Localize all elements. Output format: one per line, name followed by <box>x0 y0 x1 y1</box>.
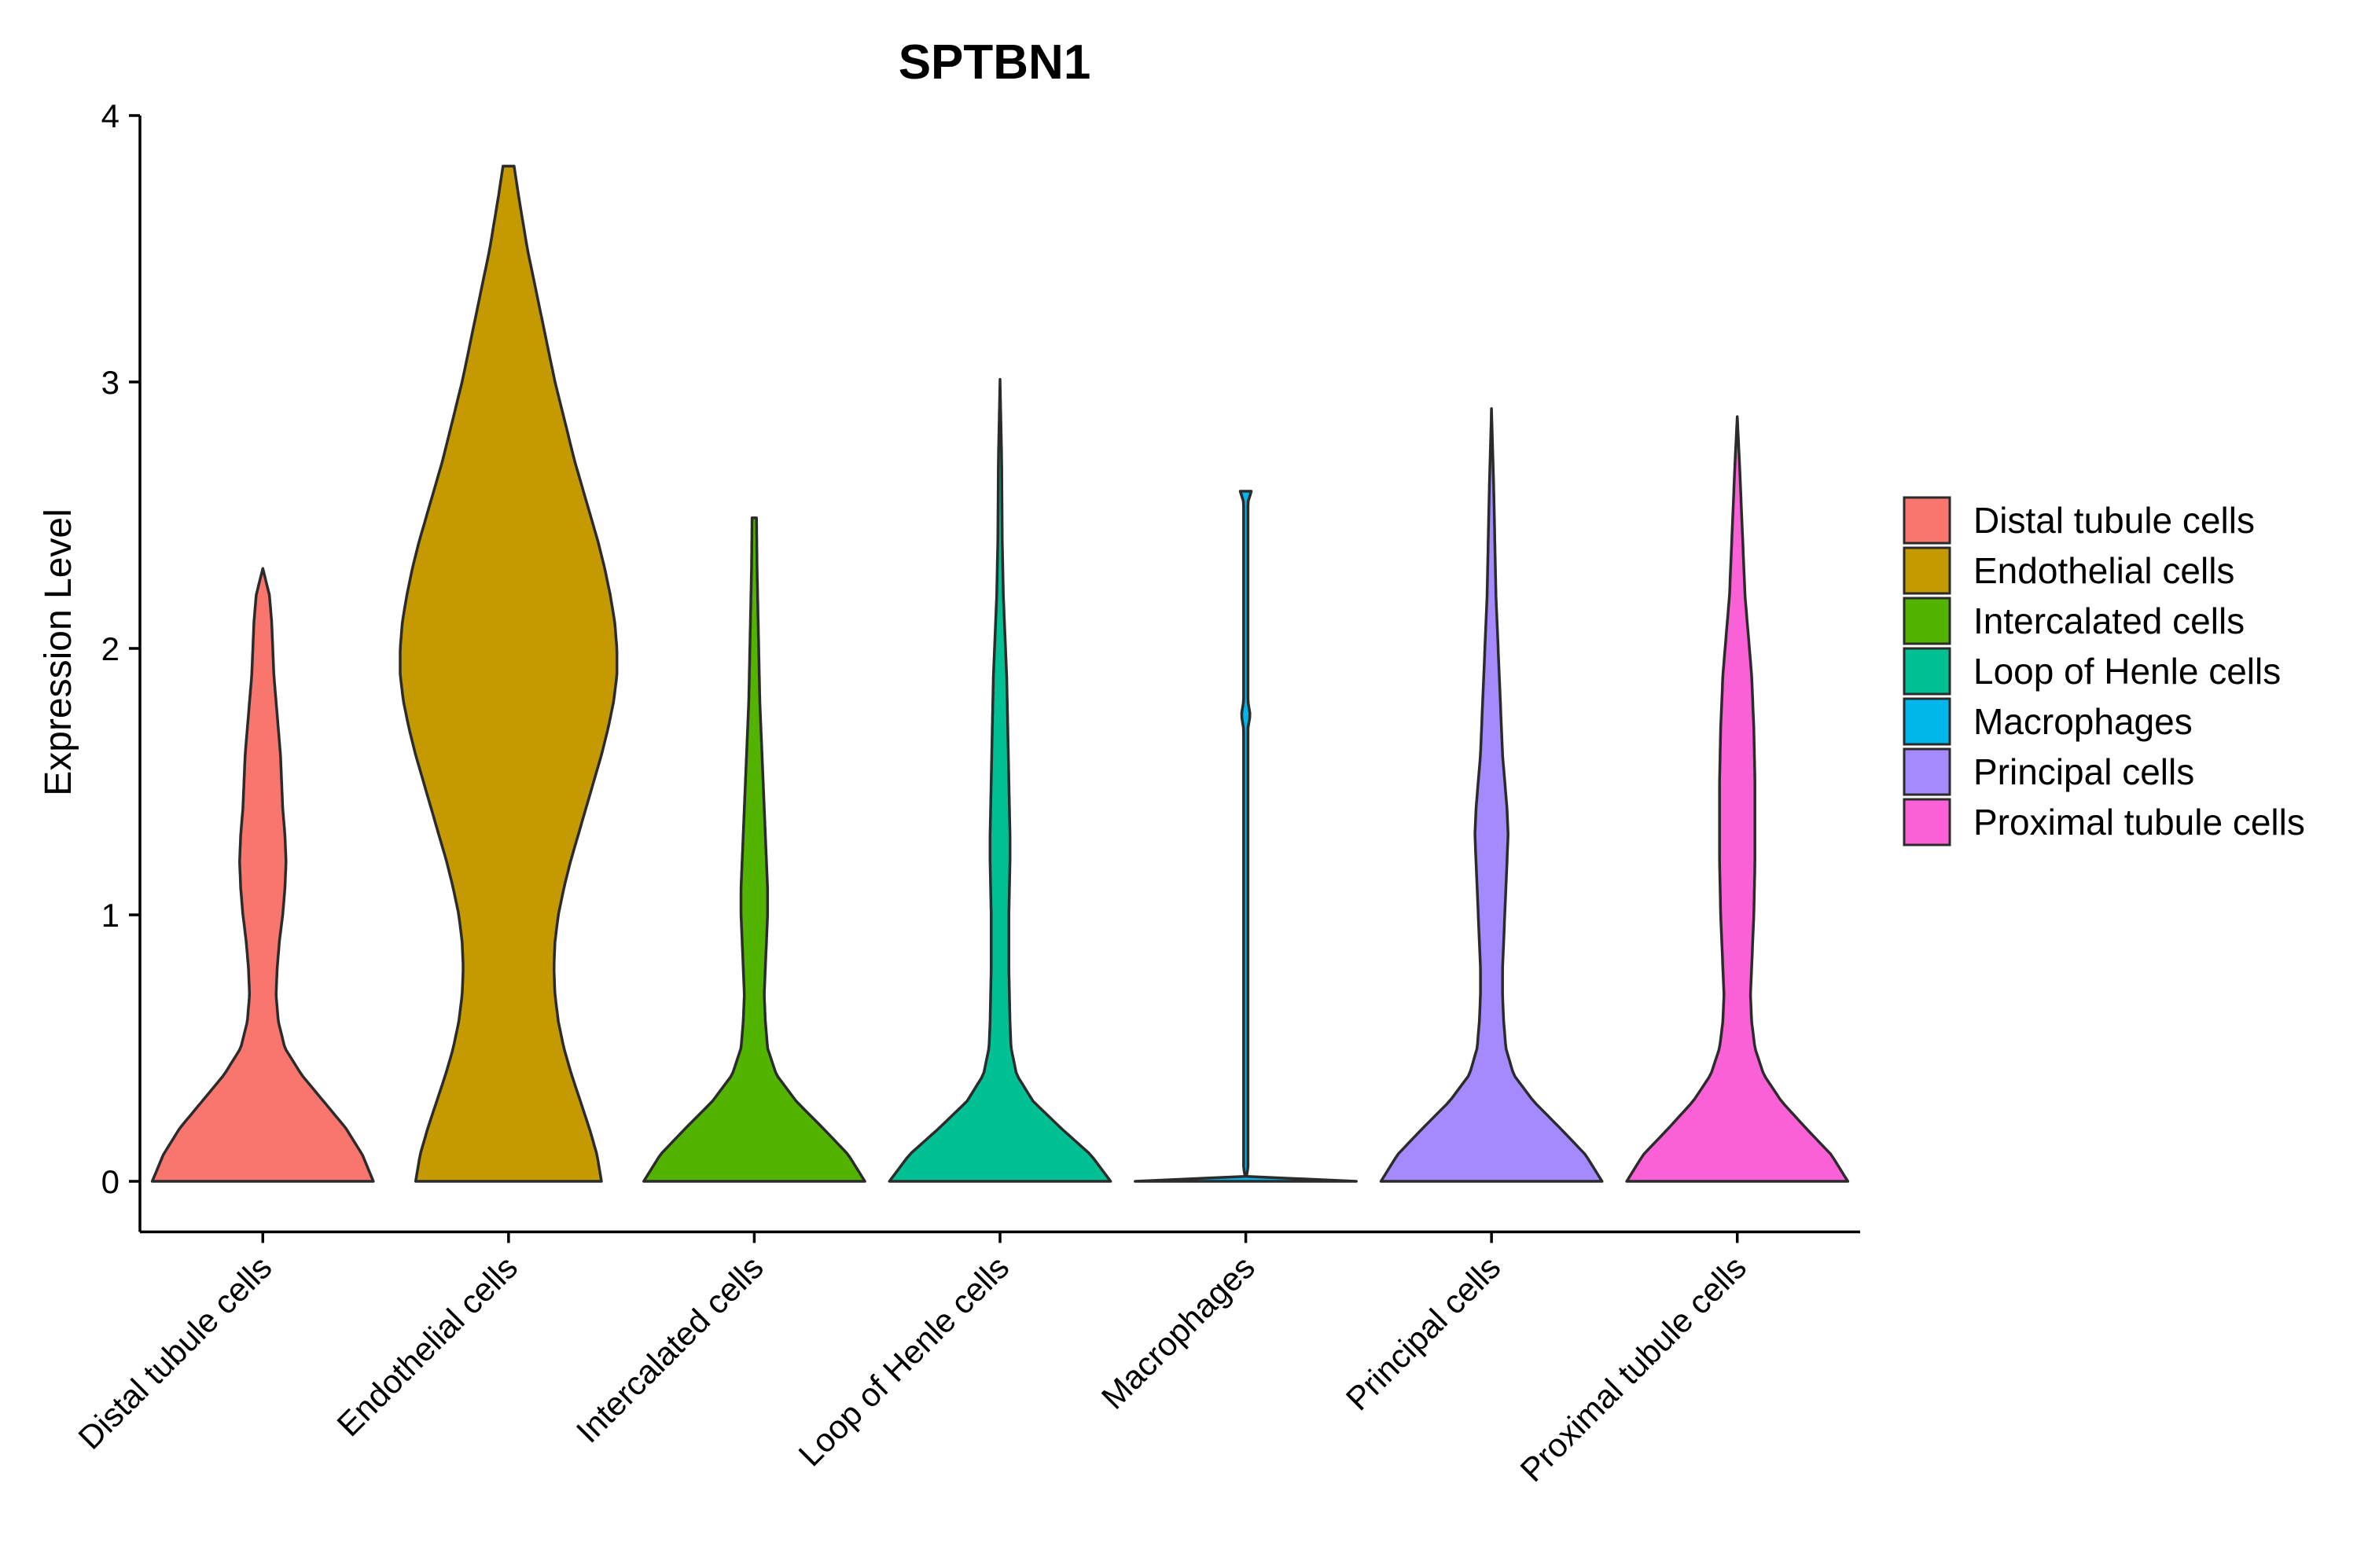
legend-swatch <box>1903 496 1951 545</box>
y-tick-label: 2 <box>101 630 120 667</box>
violin-proximal-tubule-cells <box>1625 415 1850 1183</box>
legend: Distal tubule cells Endothelial cells Inte… <box>1903 496 2305 846</box>
x-tick-label: Endothelial cells <box>329 1249 524 1444</box>
violins <box>150 164 1850 1183</box>
legend-label: Macrophages <box>1973 701 2193 742</box>
legend-swatch <box>1903 546 1951 595</box>
axes: 0 1 2 3 4 <box>101 97 1860 1234</box>
y-tick-label: 0 <box>101 1163 120 1200</box>
x-tick-label: Loop of Henle cells <box>792 1249 1017 1474</box>
violin-principal-cells <box>1379 407 1604 1183</box>
y-axis-label: Expression Level <box>38 509 79 796</box>
violin-intercalated-cells <box>642 516 866 1183</box>
x-axis-ticks: Distal tubule cells Endothelial cells Inte… <box>71 1232 1753 1489</box>
legend-swatch <box>1903 647 1951 696</box>
legend-swatch <box>1903 747 1951 796</box>
legend-swatch <box>1903 597 1951 645</box>
violin-macrophages <box>1134 490 1358 1183</box>
legend-label: Loop of Henle cells <box>1973 651 2281 692</box>
y-tick-label: 4 <box>101 97 120 134</box>
legend-label: Principal cells <box>1973 751 2194 792</box>
x-tick-label: Macrophages <box>1094 1249 1262 1416</box>
legend-swatch <box>1903 697 1951 746</box>
x-tick-label: Proximal tubule cells <box>1513 1249 1753 1489</box>
x-tick-label: Intercalated cells <box>569 1249 770 1450</box>
y-tick-label: 3 <box>101 364 120 401</box>
violin-loop-of-henle-cells <box>888 377 1112 1183</box>
legend-label: Endothelial cells <box>1973 550 2234 591</box>
x-tick-label: Distal tubule cells <box>71 1249 278 1456</box>
chart-title: SPTBN1 <box>899 35 1091 90</box>
legend-label: Intercalated cells <box>1973 600 2245 641</box>
legend-swatch <box>1903 798 1951 846</box>
violin-endothelial-cells <box>399 164 619 1183</box>
x-tick-label: Principal cells <box>1339 1249 1508 1418</box>
legend-label: Proximal tubule cells <box>1973 802 2305 843</box>
y-tick-label: 1 <box>101 897 120 934</box>
violin-distal-tubule-cells <box>150 567 375 1183</box>
legend-label: Distal tubule cells <box>1973 500 2255 541</box>
